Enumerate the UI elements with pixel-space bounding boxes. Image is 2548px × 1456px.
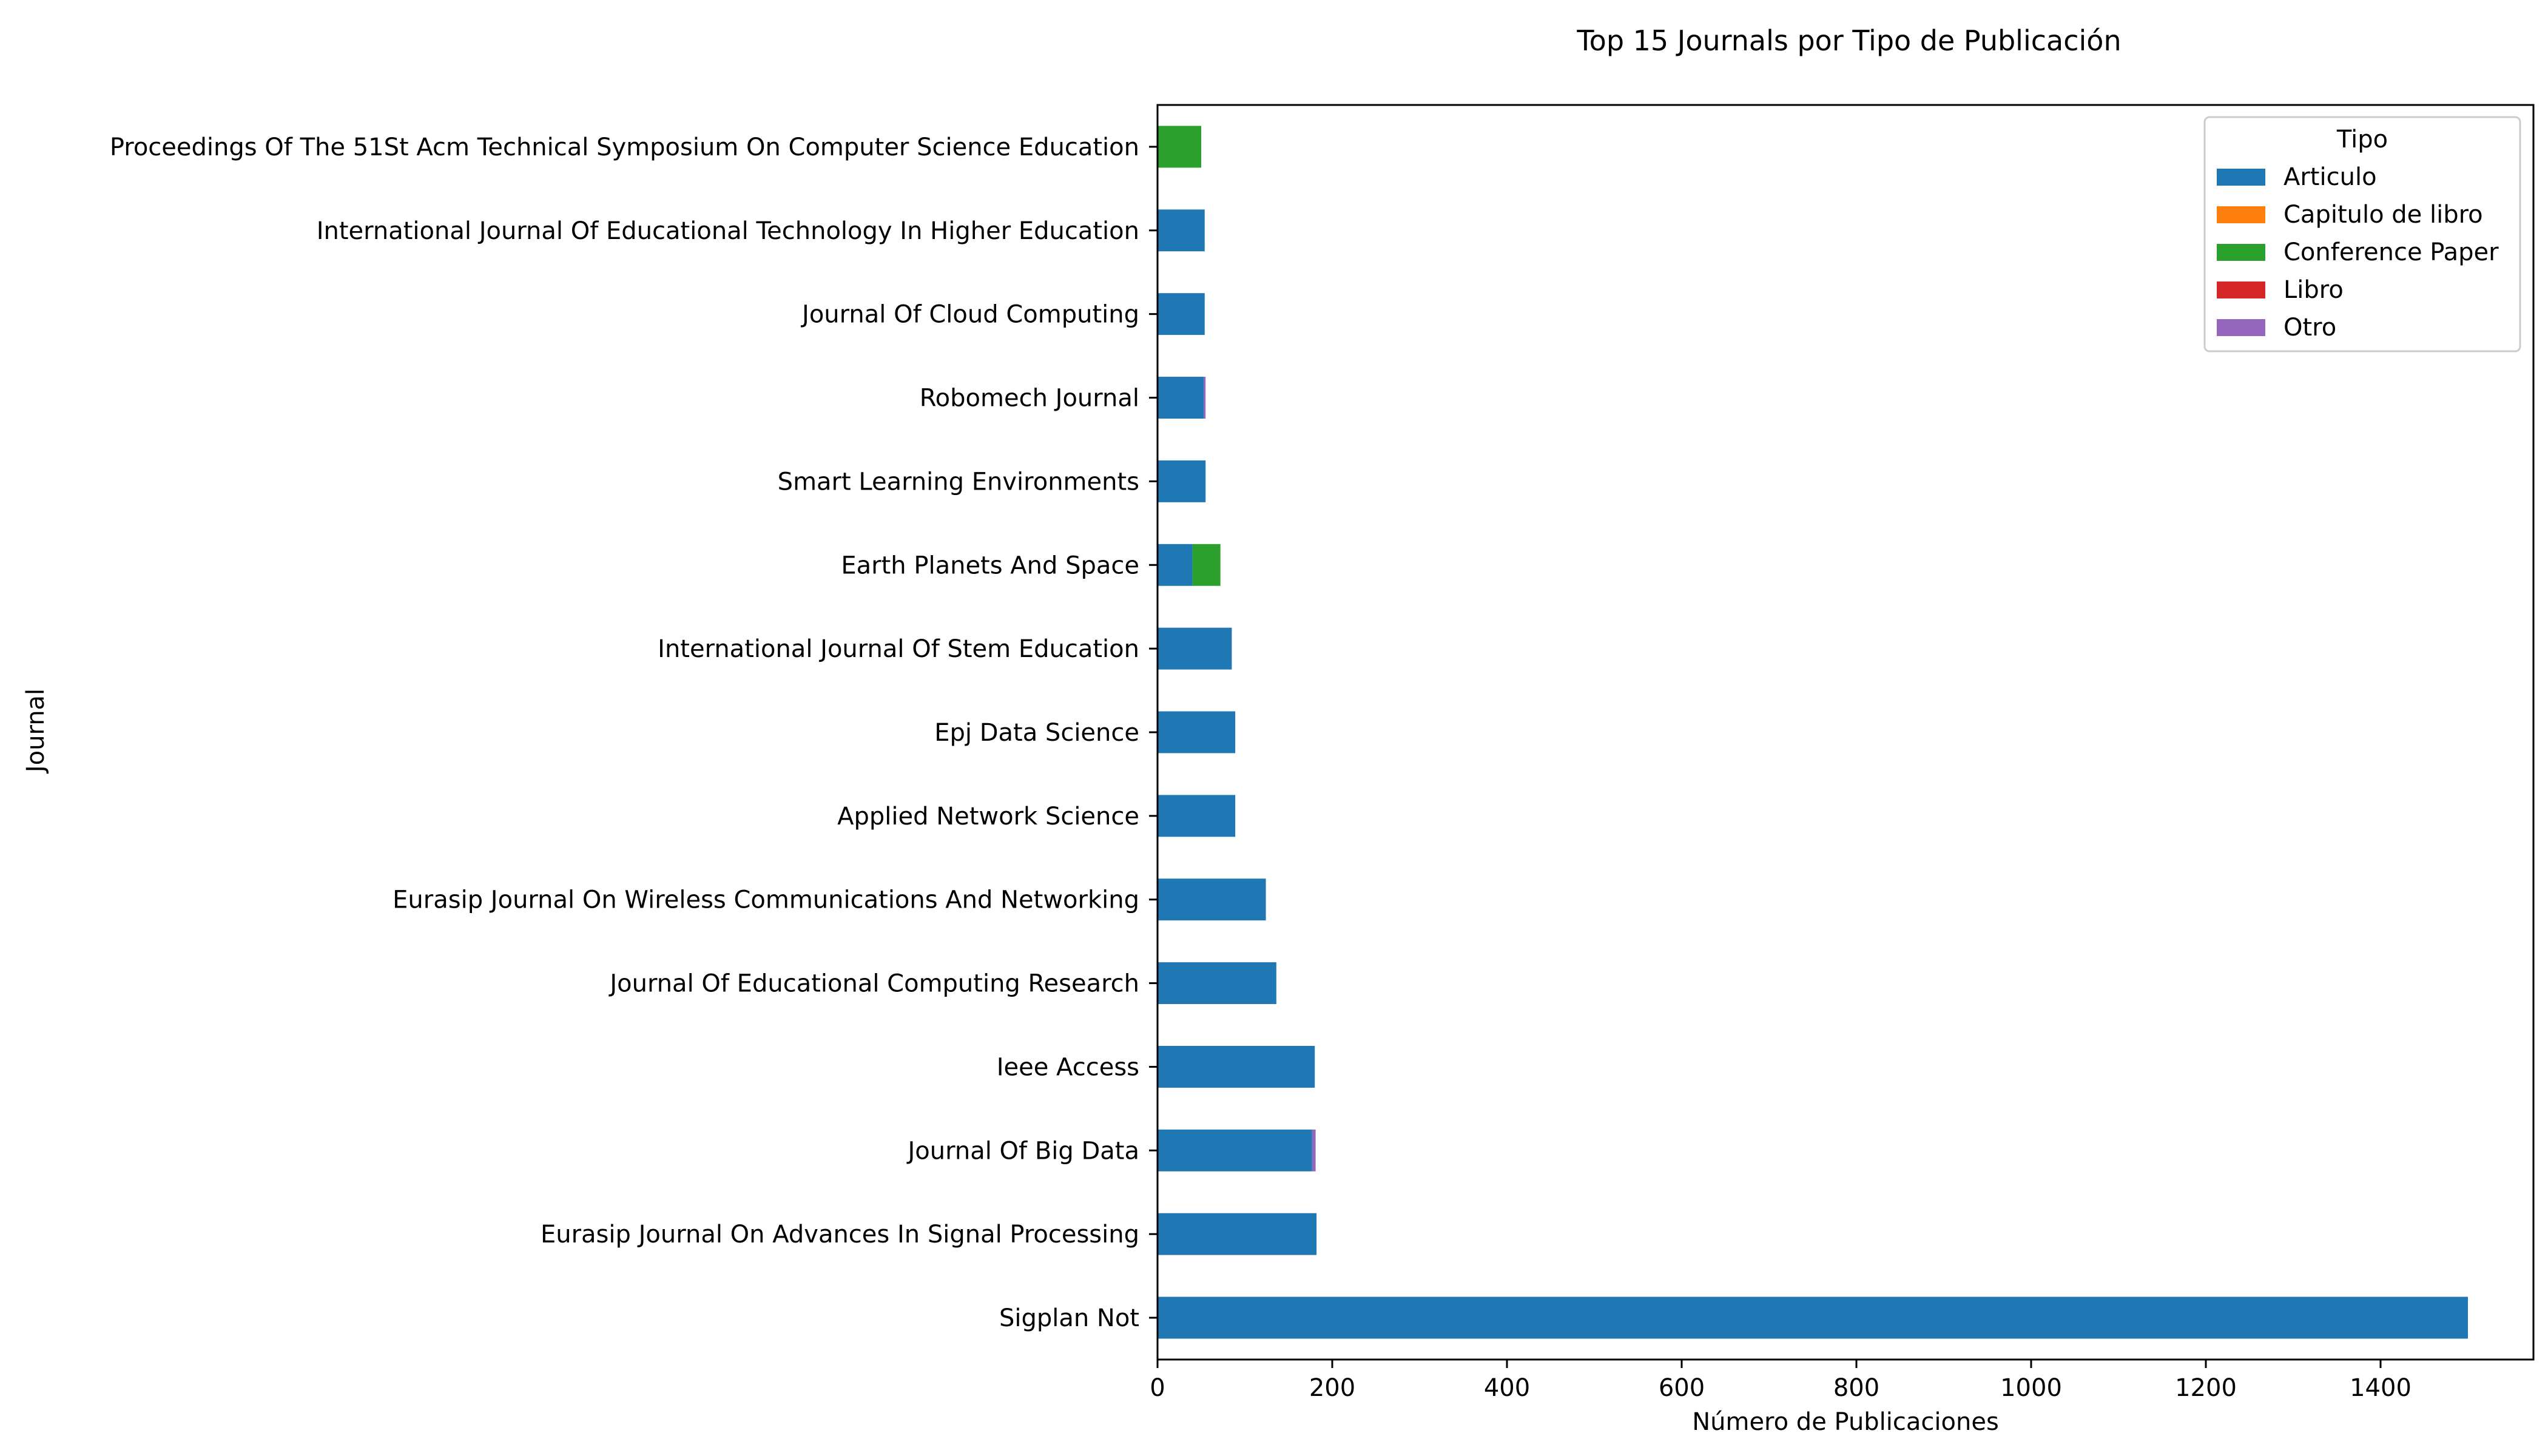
bar-articulo-9 <box>1158 544 1193 586</box>
bar-conference-paper-14 <box>1158 126 1201 168</box>
legend-label: Libro <box>2283 276 2344 304</box>
legend-label: Capitulo de libro <box>2283 201 2483 229</box>
y-tick-label: Ieee Access <box>997 1053 1139 1081</box>
x-tick-label: 200 <box>1309 1374 1355 1402</box>
bar-articulo-13 <box>1158 209 1205 252</box>
bar-articulo-11 <box>1158 377 1204 419</box>
legend-swatch <box>2217 169 2265 186</box>
bar-articulo-12 <box>1158 293 1205 335</box>
bar-articulo-7 <box>1158 711 1236 753</box>
bar-articulo-8 <box>1158 627 1232 670</box>
y-tick-label: Epj Data Science <box>934 719 1139 747</box>
bar-otro-2 <box>1312 1129 1316 1171</box>
x-tick-label: 1000 <box>2000 1374 2062 1402</box>
bar-articulo-3 <box>1158 1046 1315 1088</box>
y-tick-label: Journal Of Cloud Computing <box>800 301 1139 329</box>
bar-otro-11 <box>1204 377 1206 419</box>
y-tick-label: Sigplan Not <box>999 1304 1139 1332</box>
bar-articulo-1 <box>1158 1213 1317 1255</box>
x-tick-label: 800 <box>1833 1374 1879 1402</box>
bar-articulo-5 <box>1158 878 1266 921</box>
x-axis-ticks: 0 200 400 600 800 1000 1200 1400 <box>1150 1360 2412 1402</box>
bar-articulo-4 <box>1158 962 1276 1005</box>
y-tick-label: Journal Of Educational Computing Researc… <box>608 970 1139 998</box>
chart-title: Top 15 Journals por Tipo de Publicación <box>1576 24 2121 57</box>
y-tick-label: Journal Of Big Data <box>906 1137 1139 1165</box>
legend-swatch <box>2217 206 2265 223</box>
x-tick-label: 0 <box>1150 1374 1165 1402</box>
y-tick-label: International Journal Of Educational Tec… <box>317 217 1139 245</box>
legend-swatch <box>2217 244 2265 261</box>
bar-articulo-2 <box>1158 1129 1312 1171</box>
legend: Tipo Articulo Capitulo de libro Conference … <box>2203 116 2521 352</box>
x-tick-label: 1400 <box>2350 1374 2412 1402</box>
x-tick-label: 400 <box>1484 1374 1530 1402</box>
bar-articulo-10 <box>1158 460 1206 502</box>
x-axis-label: Número de Publicaciones <box>1692 1408 1999 1436</box>
y-tick-label: Eurasip Journal On Advances In Signal Pr… <box>541 1221 1139 1249</box>
bar-conference-paper-9 <box>1192 544 1221 586</box>
y-tick-label: Earth Planets And Space <box>841 551 1139 579</box>
legend-swatch <box>2217 281 2265 298</box>
y-axis-ticks: Sigplan Not Eurasip Journal On Advances I… <box>110 133 1158 1332</box>
legend-swatch <box>2217 319 2265 336</box>
legend-label: Conference Paper <box>2283 238 2499 266</box>
bar-articulo-6 <box>1158 795 1236 837</box>
y-tick-label: Applied Network Science <box>837 803 1139 831</box>
y-axis-label: Journal <box>22 689 50 774</box>
legend-box <box>2203 116 2521 352</box>
y-tick-label: Proceedings Of The 51St Acm Technical Sy… <box>110 133 1139 161</box>
y-tick-label: Smart Learning Environments <box>778 468 1139 496</box>
legend-label: Articulo <box>2283 163 2377 191</box>
legend-title: Tipo <box>2336 126 2388 153</box>
y-tick-label: Eurasip Journal On Wireless Communicatio… <box>393 886 1139 914</box>
plot-frame <box>1156 104 2535 1361</box>
bar-articulo-0 <box>1158 1296 2468 1339</box>
y-tick-label: Robomech Journal <box>920 385 1139 413</box>
y-tick-label: International Journal Of Stem Education <box>658 635 1139 663</box>
legend-label: Otro <box>2283 314 2336 342</box>
x-tick-label: 1200 <box>2175 1374 2237 1402</box>
bars-layer <box>1158 126 2468 1339</box>
x-tick-label: 600 <box>1659 1374 1705 1402</box>
